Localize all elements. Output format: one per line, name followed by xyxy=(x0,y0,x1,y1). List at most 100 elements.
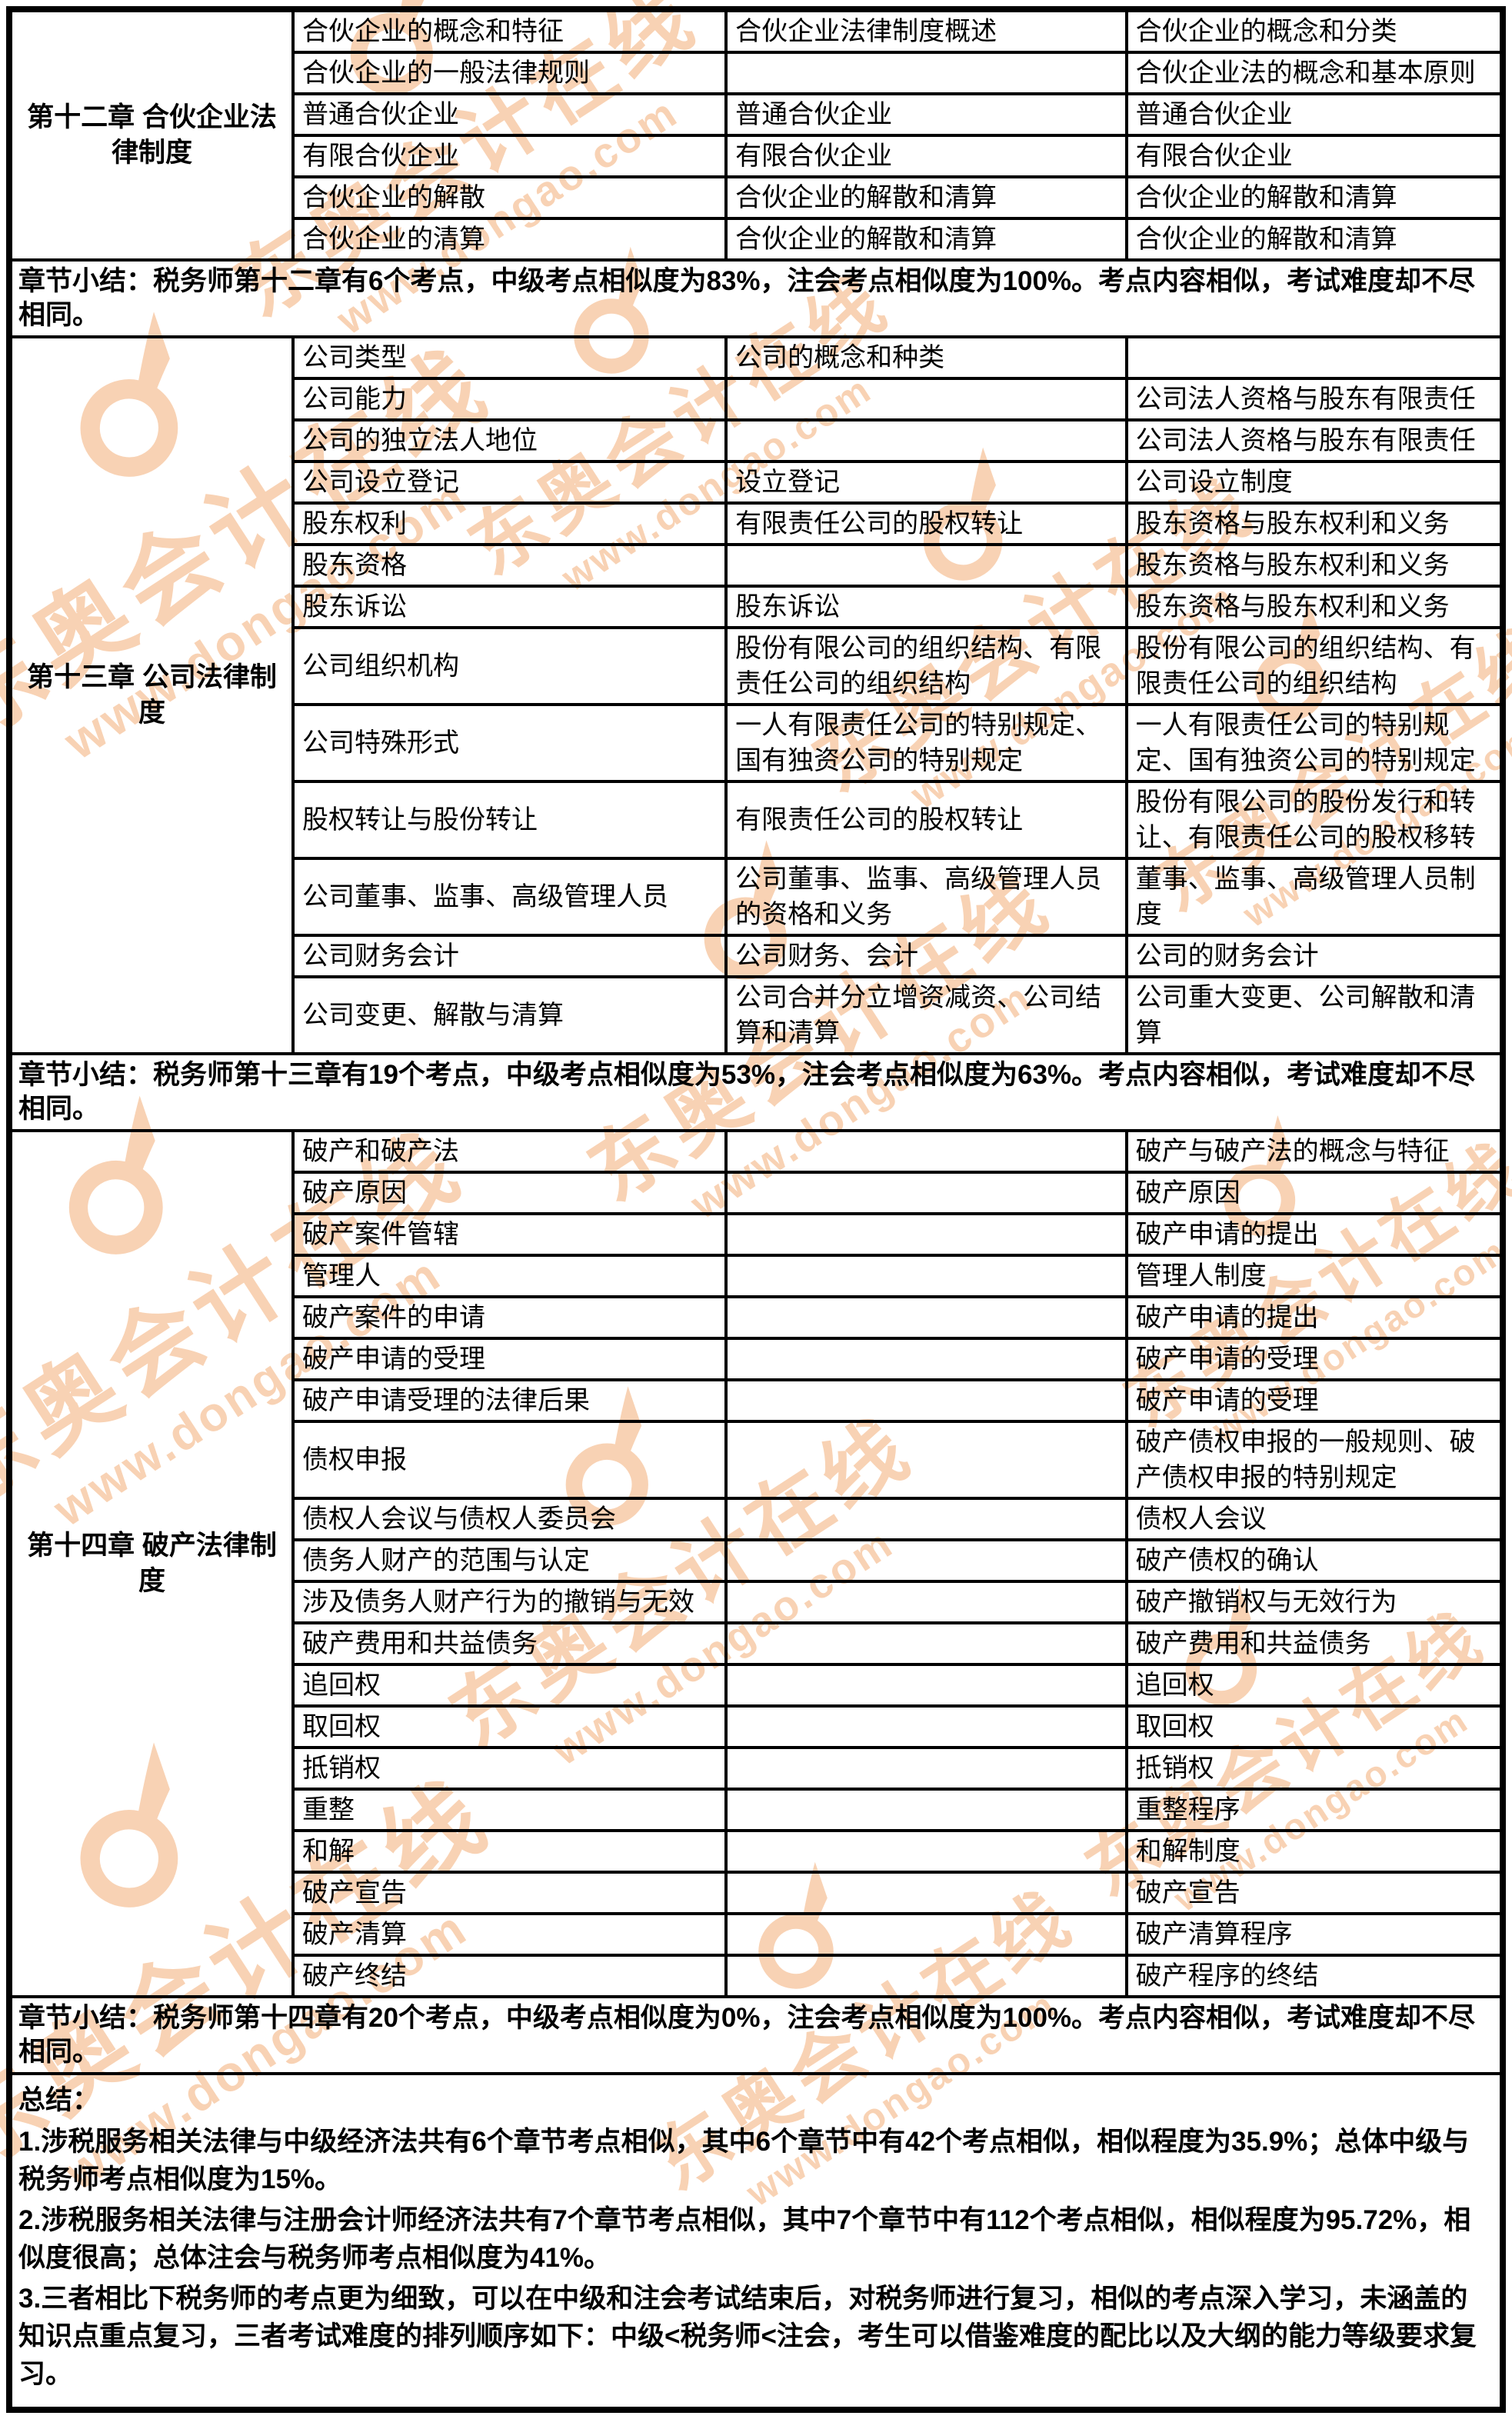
intermediate-topic-cell xyxy=(724,1337,1128,1381)
conclusion-point: 3.三者相比下税务师的考点更为细致，可以在中级和注会考试结束后，对税务师进行复习… xyxy=(18,2284,1477,2389)
cpa-topic-cell: 破产费用和共益债务 xyxy=(1124,1621,1505,1666)
intermediate-topic-cell xyxy=(724,543,1128,588)
cpa-topic-cell: 有限合伙企业 xyxy=(1124,134,1505,178)
intermediate-topic-cell xyxy=(724,1254,1128,1298)
tax-agent-topic-cell: 破产宣告 xyxy=(291,1871,728,1915)
tax-agent-topic-cell: 破产申请受理的法律后果 xyxy=(291,1378,728,1423)
tax-agent-topic-cell: 公司变更、解散与清算 xyxy=(291,975,728,1055)
conclusion-heading: 总结： xyxy=(18,2085,100,2115)
table-row: 破产案件的申请 破产申请的提出 xyxy=(9,1295,1505,1340)
cpa-topic-cell: 破产债权申报的一般规则、破产债权申报的特别规定 xyxy=(1124,1420,1505,1500)
conclusion-row: 总结： 1.涉税服务相关法律与中级经济法共有6个章节考点相似，其中6个章节中有42… xyxy=(8,2072,1504,2411)
tax-agent-topic-cell: 合伙企业的概念和特征 xyxy=(291,8,728,54)
cpa-topic-cell: 合伙企业法的概念和基本原则 xyxy=(1124,51,1505,95)
chapter-summary-row: 章节小结：税务师第十四章有20个考点，中级考点相似度为0%，注会考点相似度为10… xyxy=(8,1995,1504,2075)
table-row: 公司能力 公司法人资格与股东有限责任 xyxy=(9,377,1505,421)
intermediate-topic-cell xyxy=(724,1663,1128,1708)
cpa-topic-cell: 破产宣告 xyxy=(1124,1871,1505,1915)
table-row: 管理人 管理人制度 xyxy=(9,1254,1505,1298)
table-row: 普通合伙企业 普通合伙企业 普通合伙企业 xyxy=(9,92,1505,137)
table-row: 合伙企业的解散 合伙企业的解散和清算 合伙企业的解散和清算 xyxy=(9,175,1505,220)
intermediate-topic-cell xyxy=(724,1378,1128,1423)
table-row: 第十四章 破产法律制度 破产和破产法 破产与破产法的概念与特征 xyxy=(8,1129,1505,1998)
cpa-topic-cell: 股份有限公司的组织结构、有限责任公司的组织结构 xyxy=(1124,626,1505,706)
cpa-topic-cell: 合伙企业的解散和清算 xyxy=(1124,217,1505,262)
intermediate-topic-cell xyxy=(724,1704,1128,1749)
comparison-table: 第十二章 合伙企业法律制度 合伙企业的概念和特征 合伙企业法律制度概述 合伙企业的概念… xyxy=(6,6,1506,2413)
cpa-topic-cell: 股份有限公司的股份发行和转让、有限责任公司的股权移转 xyxy=(1124,780,1505,860)
table-row: 破产宣告 破产宣告 xyxy=(9,1871,1505,1915)
table-row: 第十二章 合伙企业法律制度 合伙企业的概念和特征 合伙企业法律制度概述 合伙企业的概念… xyxy=(8,8,1505,262)
cpa-topic-cell: 公司的财务会计 xyxy=(1124,934,1505,978)
table-row: 破产案件管辖 破产申请的提出 xyxy=(9,1212,1505,1257)
cpa-topic-cell: 管理人制度 xyxy=(1124,1254,1505,1298)
tax-agent-topic-cell: 公司组织机构 xyxy=(291,626,728,706)
tax-agent-topic-cell: 股东诉讼 xyxy=(291,585,728,629)
tax-agent-topic-cell: 涉及债务人财产行为的撤销与无效 xyxy=(291,1580,728,1624)
intermediate-topic-cell xyxy=(724,1871,1128,1915)
cpa-topic-cell: 债权人会议 xyxy=(1124,1497,1505,1541)
chapter-title-cell: 第十二章 合伙企业法律制度 xyxy=(8,8,295,262)
intermediate-topic-cell xyxy=(724,1295,1128,1340)
table-row: 债权申报 破产债权申报的一般规则、破产债权申报的特别规定 xyxy=(9,1420,1505,1500)
cpa-topic-cell: 和解制度 xyxy=(1124,1829,1505,1874)
table-row: 公司财务会计 公司财务、会计 公司的财务会计 xyxy=(9,934,1505,978)
tax-agent-topic-cell: 合伙企业的一般法律规则 xyxy=(291,51,728,95)
cpa-topic-cell: 破产撤销权与无效行为 xyxy=(1124,1580,1505,1624)
intermediate-topic-cell: 股份有限公司的组织结构、有限责任公司的组织结构 xyxy=(724,626,1128,706)
tax-agent-topic-cell: 破产费用和共益债务 xyxy=(291,1621,728,1666)
intermediate-topic-cell xyxy=(724,1912,1128,1957)
cpa-topic-cell: 公司设立制度 xyxy=(1124,460,1505,505)
cpa-topic-cell: 公司法人资格与股东有限责任 xyxy=(1124,418,1505,463)
cpa-topic-cell: 追回权 xyxy=(1124,1663,1505,1708)
intermediate-topic-cell xyxy=(724,1497,1128,1541)
chapter-summary-cell: 章节小结：税务师第十三章有19个考点，中级考点相似度为53%，注会考点相似度为6… xyxy=(8,1052,1504,1132)
table-row: 破产原因 破产原因 xyxy=(9,1171,1505,1215)
intermediate-topic-cell: 合伙企业的解散和清算 xyxy=(724,217,1128,262)
table-row: 合伙企业的清算 合伙企业的解散和清算 合伙企业的解散和清算 xyxy=(9,217,1505,262)
intermediate-topic-cell: 有限责任公司的股权转让 xyxy=(724,501,1128,546)
tax-agent-topic-cell: 公司的独立法人地位 xyxy=(291,418,728,463)
cpa-topic-cell: 董事、监事、高级管理人员制度 xyxy=(1124,857,1505,937)
table-row: 债务人财产的范围与认定 破产债权的确认 xyxy=(9,1538,1505,1583)
intermediate-topic-cell xyxy=(724,1621,1128,1666)
intermediate-topic-cell: 股东诉讼 xyxy=(724,585,1128,629)
intermediate-topic-cell: 公司的概念和种类 xyxy=(724,335,1128,380)
cpa-topic-cell: 公司法人资格与股东有限责任 xyxy=(1124,377,1505,421)
intermediate-topic-cell: 有限合伙企业 xyxy=(724,134,1128,178)
chapter-summary-row: 章节小结：税务师第十三章有19个考点，中级考点相似度为53%，注会考点相似度为6… xyxy=(8,1052,1504,1132)
table-row: 破产申请的受理 破产申请的受理 xyxy=(9,1337,1505,1381)
tax-agent-topic-cell: 破产案件管辖 xyxy=(291,1212,728,1257)
cpa-topic-cell: 破产原因 xyxy=(1124,1171,1505,1215)
table-row: 破产终结 破产程序的终结 xyxy=(9,1954,1505,1998)
intermediate-topic-cell: 设立登记 xyxy=(724,460,1128,505)
table-row: 第十三章 公司法律制度 公司类型 公司的概念和种类 xyxy=(8,335,1505,1055)
intermediate-topic-cell: 有限责任公司的股权转让 xyxy=(724,780,1128,860)
intermediate-topic-cell xyxy=(724,1788,1128,1832)
cpa-topic-cell: 破产与破产法的概念与特征 xyxy=(1124,1129,1505,1174)
tax-agent-topic-cell: 股权转让与股份转让 xyxy=(291,780,728,860)
cpa-topic-cell: 破产申请的提出 xyxy=(1124,1212,1505,1257)
tax-agent-topic-cell: 公司类型 xyxy=(291,335,728,380)
table-row: 和解 和解制度 xyxy=(9,1829,1505,1874)
cpa-topic-cell: 破产申请的受理 xyxy=(1124,1337,1505,1381)
tax-agent-topic-cell: 公司设立登记 xyxy=(291,460,728,505)
cpa-topic-cell: 合伙企业的概念和分类 xyxy=(1124,8,1505,54)
intermediate-topic-cell: 一人有限责任公司的特别规定、国有独资公司的特别规定 xyxy=(724,703,1128,783)
cpa-topic-cell: 破产申请的受理 xyxy=(1124,1378,1505,1423)
tax-agent-topic-cell: 破产清算 xyxy=(291,1912,728,1957)
table-row: 股权转让与股份转让 有限责任公司的股权转让 股份有限公司的股份发行和转让、有限责任公… xyxy=(9,780,1505,860)
cpa-topic-cell: 一人有限责任公司的特别规定、国有独资公司的特别规定 xyxy=(1124,703,1505,783)
tax-agent-topic-cell: 抵销权 xyxy=(291,1746,728,1791)
intermediate-topic-cell xyxy=(724,1212,1128,1257)
chapter-title-cell: 第十四章 破产法律制度 xyxy=(8,1129,295,1998)
chapter-title-cell: 第十三章 公司法律制度 xyxy=(8,335,295,1055)
intermediate-topic-cell: 公司财务、会计 xyxy=(724,934,1128,978)
intermediate-topic-cell xyxy=(724,1580,1128,1624)
table-body: 第十二章 合伙企业法律制度 合伙企业的概念和特征 合伙企业法律制度概述 合伙企业的概念… xyxy=(8,8,1505,2411)
chapter-summary-row: 章节小结：税务师第十二章有6个考点，中级考点相似度为83%，注会考点相似度为10… xyxy=(8,258,1504,338)
tax-agent-topic-cell: 债务人财产的范围与认定 xyxy=(291,1538,728,1583)
table-row: 公司董事、监事、高级管理人员 公司董事、监事、高级管理人员的资格和义务 董事、监事、… xyxy=(9,857,1505,937)
intermediate-topic-cell xyxy=(724,1746,1128,1791)
